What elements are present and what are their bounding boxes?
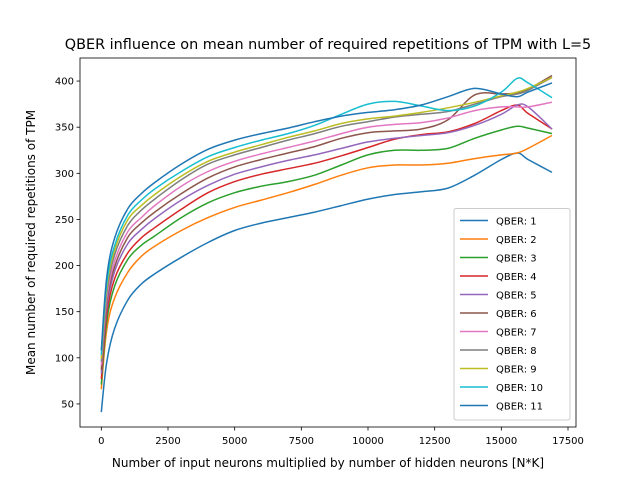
series-line-qber-3 — [100, 125, 553, 385]
legend: QBER: 1 QBER: 2 QBER: 3 QBER: 4 QBER: 5 QBER:… — [453, 208, 571, 421]
y-tick-label: 400 — [55, 77, 74, 88]
x-tick-label: 12500 — [419, 436, 451, 447]
x-tick-label: 10000 — [352, 436, 384, 447]
x-axis-label: Number of input neurons multiplied by nu… — [112, 456, 544, 470]
y-axis-label: Mean number of required repetitions of T… — [24, 110, 38, 375]
legend-label: QBER: 5 — [496, 291, 537, 302]
x-tick-label: 5000 — [222, 436, 247, 447]
legend-label: QBER: 8 — [496, 346, 537, 357]
legend-label: QBER: 11 — [496, 402, 543, 413]
y-tick-label: 250 — [55, 215, 74, 226]
y-tick-label: 150 — [55, 307, 74, 318]
legend-label: QBER: 9 — [496, 365, 537, 376]
x-tick-label: 15000 — [485, 436, 517, 447]
series-line-qber-7 — [100, 101, 553, 366]
plot-frame — [79, 57, 577, 428]
y-tick-label: 50 — [61, 399, 74, 410]
y-tick-label: 100 — [55, 353, 74, 364]
chart-title: QBER influence on mean number of require… — [65, 37, 591, 53]
y-tick-label: 300 — [55, 169, 74, 180]
y-tick-label: 200 — [55, 261, 74, 272]
axes: 0 2500 5000 7500 10000 12500 15000 17500 50 100 15… — [55, 77, 584, 447]
x-tick-label: 2500 — [155, 436, 180, 447]
series-line-qber-11 — [100, 82, 553, 351]
series-line-qber-6 — [100, 74, 553, 370]
legend-label: QBER: 3 — [496, 254, 537, 265]
legend-label: QBER: 2 — [496, 235, 537, 246]
legend-box — [453, 208, 571, 421]
series-line-qber-2 — [100, 134, 553, 390]
x-tick-label: 17500 — [552, 436, 584, 447]
x-tick-label: 0 — [98, 436, 104, 447]
x-tick-label: 7500 — [289, 436, 314, 447]
legend-label: QBER: 6 — [496, 309, 537, 320]
series-line-qber-4 — [100, 104, 553, 380]
series-line-qber-10 — [100, 77, 553, 356]
legend-label: QBER: 4 — [496, 272, 537, 283]
legend-label: QBER: 10 — [496, 383, 543, 394]
series-lines — [100, 74, 553, 413]
y-tick-label: 350 — [55, 123, 74, 134]
series-line-qber-1 — [100, 152, 553, 413]
legend-label: QBER: 1 — [496, 217, 537, 228]
legend-label: QBER: 7 — [496, 328, 537, 339]
series-line-qber-5 — [100, 103, 553, 374]
series-line-qber-9 — [100, 76, 553, 359]
